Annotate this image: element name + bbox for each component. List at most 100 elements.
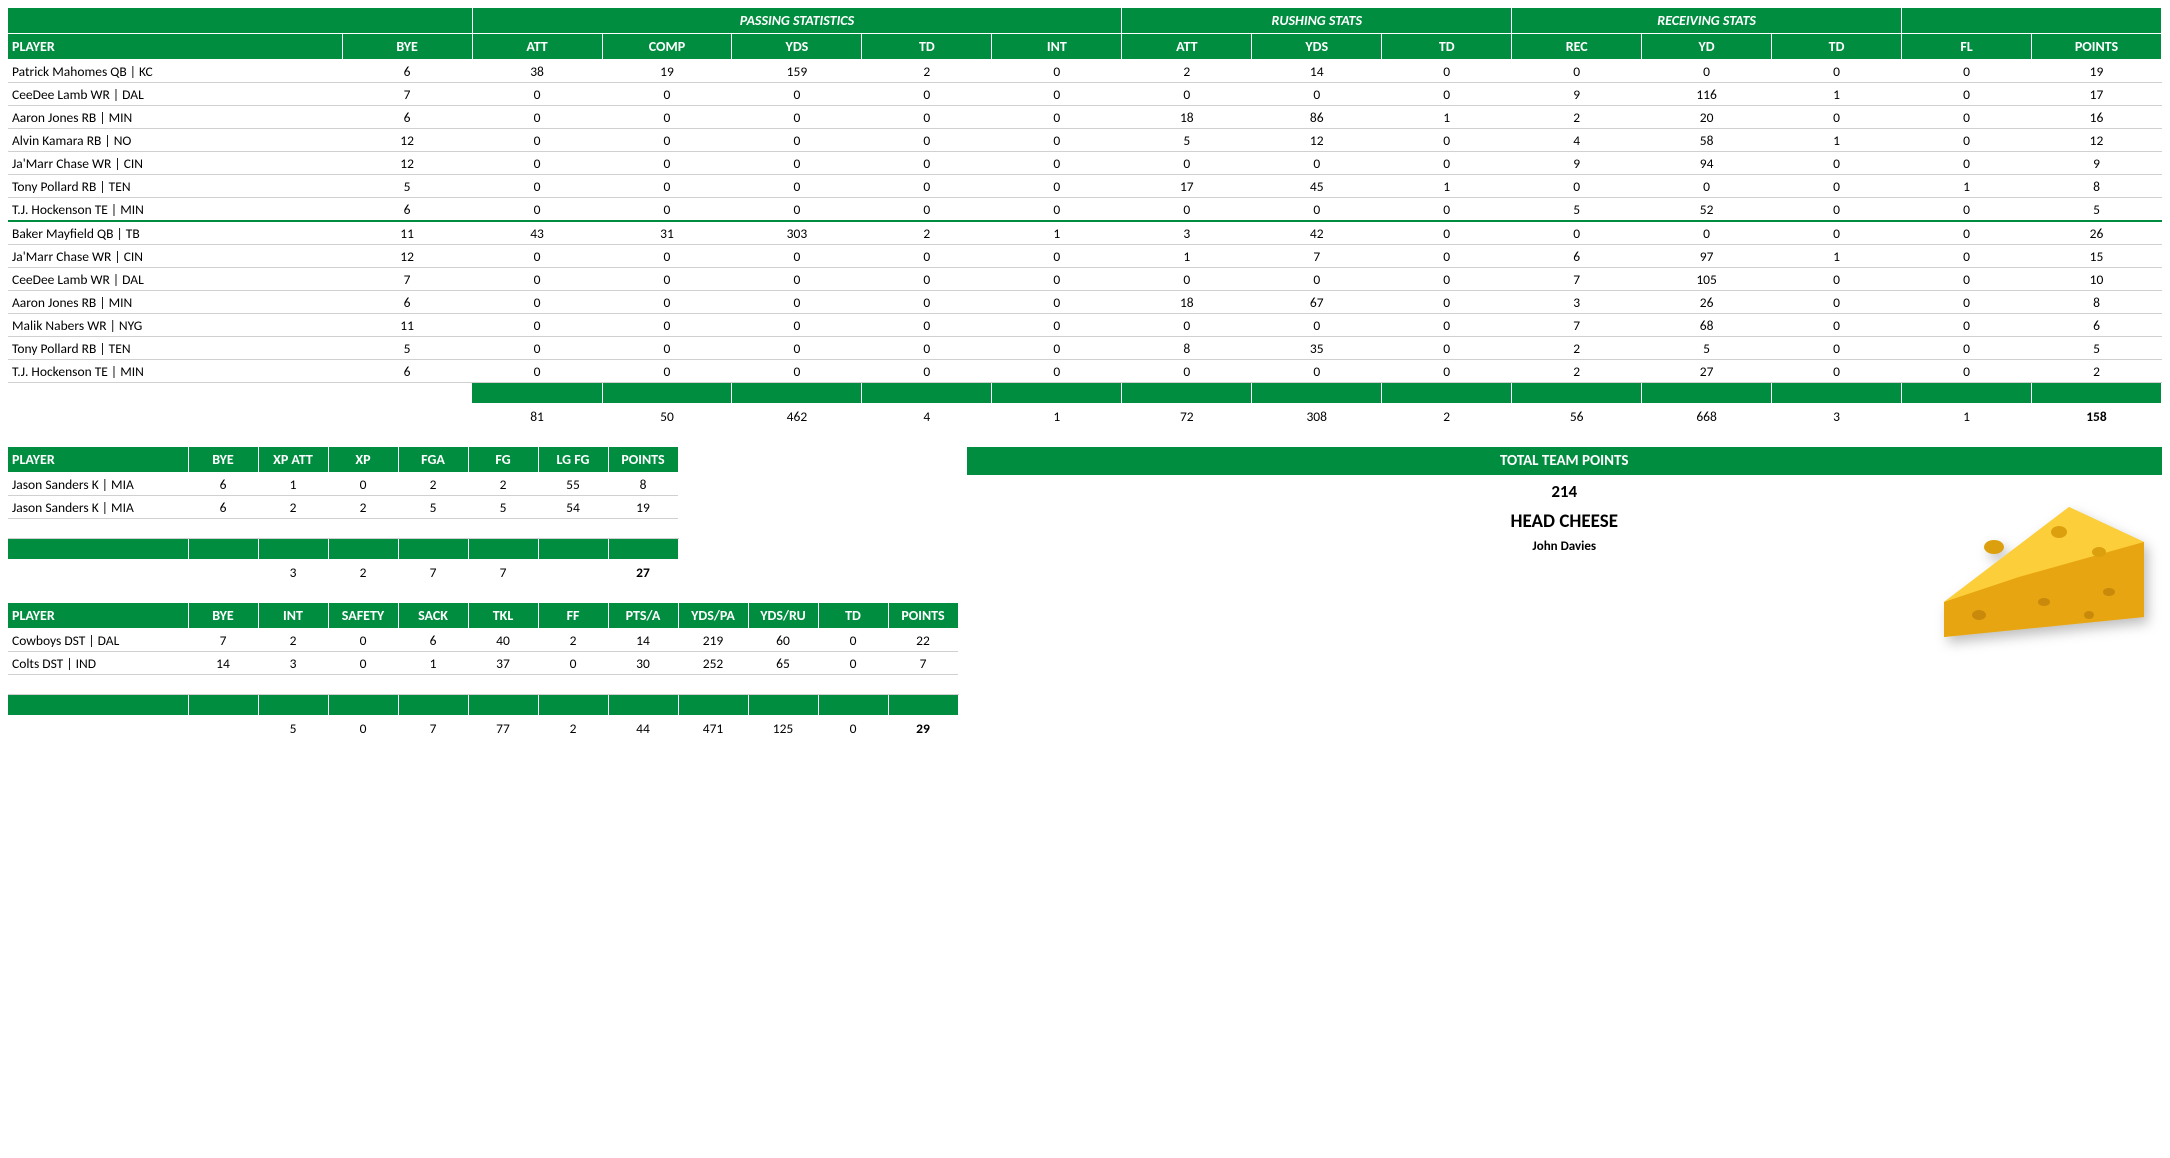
player-cell: Baker Mayfield QB | TB (8, 221, 342, 245)
stat-cell: 14 (188, 652, 258, 675)
stat-cell: 0 (1122, 360, 1252, 383)
stat-cell: 0 (1382, 152, 1512, 175)
stat-cell: 0 (992, 175, 1122, 198)
stat-cell: 0 (1122, 198, 1252, 222)
stat-cell: 0 (602, 245, 732, 268)
stat-cell: 12 (1252, 129, 1382, 152)
col-header: TD (818, 603, 888, 629)
stat-cell: 18 (1122, 291, 1252, 314)
col-header: ATT (1122, 34, 1252, 60)
player-cell: Jason Sanders K | MIA (8, 473, 188, 496)
stat-cell: 2 (328, 496, 398, 519)
main-header-row: PLAYERBYEATTCOMPYDSTDINTATTYDSTDRECYDTDF… (8, 34, 2162, 60)
stat-cell: 6 (342, 198, 472, 222)
stat-cell: 0 (1382, 245, 1512, 268)
stat-cell: 0 (1902, 129, 2032, 152)
stat-cell: 0 (328, 652, 398, 675)
stat-cell: 17 (1122, 175, 1252, 198)
stat-cell: 0 (732, 268, 862, 291)
team-points-label: TOTAL TEAM POINTS (967, 447, 2163, 475)
stat-cell: 4 (1512, 129, 1642, 152)
stat-cell: 8 (608, 473, 678, 496)
stat-cell: 0 (1512, 221, 1642, 245)
table-row: Alvin Kamara RB | NO120000051204581012 (8, 129, 2162, 152)
stat-cell: 6 (2031, 314, 2161, 337)
stat-cell: 60 (748, 629, 818, 652)
stat-cell: 52 (1642, 198, 1772, 222)
stat-cell: 12 (342, 129, 472, 152)
table-row: Cowboys DST | DAL72064021421960022 (8, 629, 958, 652)
col-header: TKL (468, 603, 538, 629)
stat-cell: 0 (602, 291, 732, 314)
total-cell: 27 (608, 559, 678, 584)
stat-cell: 0 (1382, 221, 1512, 245)
stat-cell: 5 (468, 496, 538, 519)
stat-cell: 15 (2031, 245, 2161, 268)
stat-cell: 0 (472, 106, 602, 129)
stat-cell: 0 (1382, 129, 1512, 152)
col-header: YDS/RU (748, 603, 818, 629)
stat-cell: 58 (1642, 129, 1772, 152)
stat-cell: 159 (732, 60, 862, 83)
total-cell (188, 559, 258, 584)
stat-cell: 0 (1382, 83, 1512, 106)
total-cell: 125 (748, 715, 818, 740)
col-header: YDS (1252, 34, 1382, 60)
total-cell: 77 (468, 715, 538, 740)
stat-cell: 0 (862, 360, 992, 383)
stat-cell: 0 (602, 106, 732, 129)
stat-cell: 6 (188, 496, 258, 519)
col-header: YDS/PA (678, 603, 748, 629)
stat-cell: 0 (1252, 268, 1382, 291)
stat-cell: 7 (1512, 314, 1642, 337)
stat-cell: 0 (1252, 314, 1382, 337)
stat-cell: 0 (1512, 175, 1642, 198)
totals-row: 8150462417230825666831158 (8, 403, 2162, 428)
total-cell: 0 (818, 715, 888, 740)
total-cell: 1 (1902, 403, 2032, 428)
stat-cell: 3 (258, 652, 328, 675)
table-row: Jason Sanders K | MIA622555419 (8, 496, 678, 519)
total-cell: 158 (2031, 403, 2161, 428)
stat-cell: 0 (602, 314, 732, 337)
player-cell: CeeDee Lamb WR | DAL (8, 83, 342, 106)
stat-cell: 7 (1512, 268, 1642, 291)
stat-cell: 5 (342, 175, 472, 198)
stat-cell: 2 (398, 473, 468, 496)
col-header: FG (468, 447, 538, 473)
stat-cell: 0 (1382, 60, 1512, 83)
total-cell: 56 (1512, 403, 1642, 428)
stat-cell: 1 (1382, 175, 1512, 198)
stat-cell: 7 (342, 268, 472, 291)
stat-cell: 0 (602, 337, 732, 360)
stat-cell: 45 (1252, 175, 1382, 198)
col-header: FL (1902, 34, 2032, 60)
stat-cell: 6 (398, 629, 468, 652)
total-cell: 29 (888, 715, 958, 740)
kicking-table: PLAYERBYEXP ATTXPFGAFGLG FGPOINTS Jason … (8, 447, 679, 583)
stat-cell: 0 (732, 360, 862, 383)
player-cell: Aaron Jones RB | MIN (8, 106, 342, 129)
stat-cell: 0 (862, 83, 992, 106)
stat-cell: 0 (1772, 314, 1902, 337)
stat-cell: 0 (992, 198, 1122, 222)
stat-cell: 0 (1902, 291, 2032, 314)
stat-cell: 0 (1382, 360, 1512, 383)
stat-cell: 0 (1382, 337, 1512, 360)
stat-cell: 0 (732, 129, 862, 152)
player-cell: CeeDee Lamb WR | DAL (8, 268, 342, 291)
stat-cell: 19 (602, 60, 732, 83)
stat-cell: 0 (472, 314, 602, 337)
stat-cell: 2 (862, 60, 992, 83)
stat-cell: 7 (342, 83, 472, 106)
stat-cell: 0 (992, 152, 1122, 175)
stat-cell: 97 (1642, 245, 1772, 268)
stat-cell: 0 (732, 198, 862, 222)
total-cell (538, 559, 608, 584)
col-header: YD (1642, 34, 1772, 60)
stat-cell: 0 (472, 291, 602, 314)
stat-cell: 219 (678, 629, 748, 652)
stat-cell: 14 (1252, 60, 1382, 83)
player-cell: Ja'Marr Chase WR | CIN (8, 245, 342, 268)
stat-cell: 55 (538, 473, 608, 496)
